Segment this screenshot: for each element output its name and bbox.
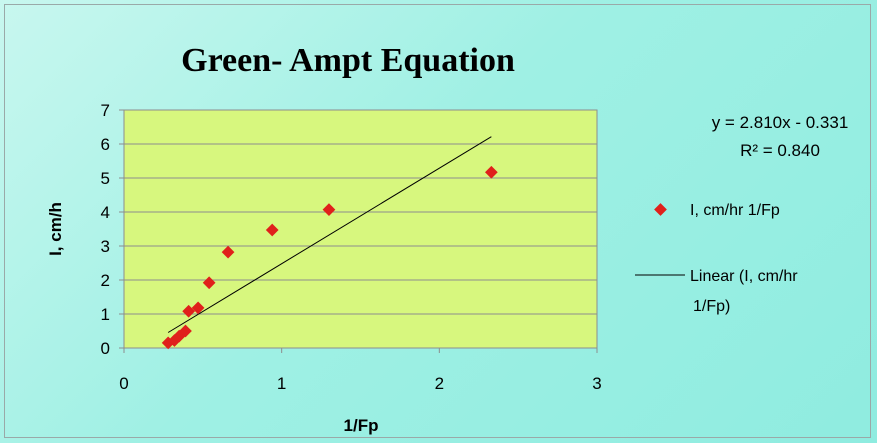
x-tick-label: 3 <box>592 374 601 393</box>
legend-marker-diamond <box>654 203 667 216</box>
x-tick-label: 2 <box>435 374 444 393</box>
trendline <box>167 136 492 333</box>
legend-label-series: I, cm/hr 1/Fp <box>690 202 780 219</box>
y-tick-label: 6 <box>101 135 110 154</box>
x-axis-title: 1/Fp <box>344 416 379 435</box>
data-point <box>182 304 196 318</box>
data-point <box>191 301 205 315</box>
y-tick-label: 2 <box>101 271 110 290</box>
data-point <box>265 223 279 237</box>
trendline-r-squared: R² = 0.840 <box>740 141 820 160</box>
plot-area <box>123 109 598 349</box>
y-tick-label: 4 <box>101 203 110 222</box>
legend-label-trendline-line2: 1/Fp) <box>693 298 730 315</box>
chart-title: Green- Ampt Equation <box>181 42 515 79</box>
y-tick-label: 0 <box>101 339 110 358</box>
data-point <box>202 276 216 290</box>
y-axis-title: I, cm/h <box>46 202 65 256</box>
data-point <box>221 245 235 259</box>
x-tick-label: 1 <box>277 374 286 393</box>
data-point <box>484 165 498 179</box>
x-tick-label: 0 <box>119 374 128 393</box>
y-tick-label: 3 <box>101 237 110 256</box>
gridlines <box>124 143 597 315</box>
y-tick-label: 5 <box>101 169 110 188</box>
y-tick-label: 1 <box>101 305 110 324</box>
data-point <box>179 324 192 338</box>
trendline-equation: y = 2.810x - 0.331 <box>712 113 849 132</box>
y-tick-label: 7 <box>101 101 110 120</box>
legend: I, cm/hr 1/Fp Linear (I, cm/hr 1/Fp) <box>635 202 798 315</box>
data-points <box>161 165 498 350</box>
data-point <box>322 203 336 216</box>
x-axis-ticks: 0 1 2 3 <box>119 348 602 393</box>
legend-label-trendline-line1: Linear (I, cm/hr <box>690 268 798 285</box>
y-axis-ticks: 0 1 2 3 4 5 6 7 <box>101 101 124 358</box>
